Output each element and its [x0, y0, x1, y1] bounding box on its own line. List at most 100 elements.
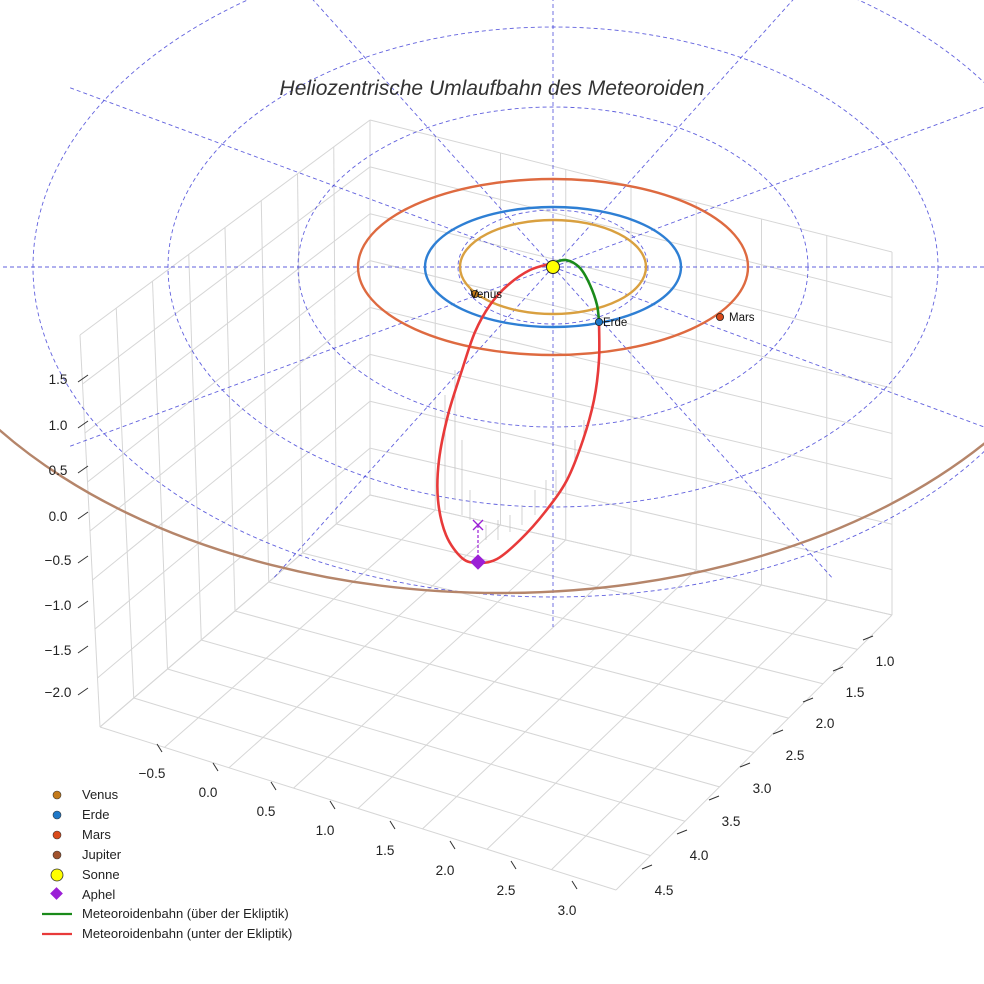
y-tick-mark — [708, 795, 720, 801]
x-tick-label: 1.5 — [376, 843, 395, 858]
z-tick-mark — [77, 374, 89, 383]
reference-spoke — [67, 86, 554, 268]
x-axis-ticks: −0.5 0.0 0.5 1.0 1.5 2.0 2.5 3.0 — [139, 743, 578, 918]
z-tick-mark — [77, 645, 89, 654]
floor-grid-line — [336, 523, 858, 650]
floor-grid-line — [422, 569, 697, 830]
y-axis-ticks: 1.0 1.5 2.0 2.5 3.0 3.5 4.0 4.5 — [641, 635, 895, 898]
x-tick-label: 3.0 — [558, 903, 577, 918]
axes-box-grid — [79, 119, 893, 891]
left-wall-grid-line — [89, 307, 371, 532]
z-tick-label: 1.5 — [49, 372, 68, 387]
venus-marker — [470, 289, 479, 298]
legend-label-aphel: Aphel — [82, 887, 115, 902]
x-tick-label: 2.0 — [436, 863, 455, 878]
floor-grid-line — [486, 584, 762, 850]
legend-swatch-mars — [52, 830, 62, 840]
y-tick-mark — [802, 697, 814, 703]
z-tick-label: −0.5 — [45, 553, 72, 568]
legend-swatch-venus — [52, 790, 62, 800]
z-tick-label: 0.0 — [49, 509, 68, 524]
meteoroid-orbit-below-ecliptic — [436, 261, 601, 565]
left-wall-grid-line — [79, 119, 371, 336]
mars-label: Mars — [729, 312, 755, 324]
legend-label-venus: Venus — [82, 787, 119, 802]
chart-title: Heliozentrische Umlaufbahn des Meteoroid… — [280, 77, 705, 100]
reference-spoke — [67, 266, 554, 448]
floor-grid-line — [302, 552, 824, 685]
orbit-venus — [458, 218, 648, 316]
earth-marker — [595, 317, 604, 326]
reference-spoke — [552, 266, 984, 428]
z-tick-label: 0.5 — [49, 463, 68, 478]
venus-label: Venus — [470, 289, 502, 301]
back-wall-grid-line — [369, 213, 893, 344]
y-tick-label: 1.0 — [876, 654, 895, 669]
y-tick-label: 1.5 — [846, 685, 865, 700]
y-tick-mark — [739, 762, 751, 768]
mars-marker — [716, 312, 725, 321]
z-tick-mark — [77, 555, 89, 564]
meteoroid-orbit — [436, 258, 601, 565]
orbit-droplines — [444, 370, 585, 540]
x-tick-mark — [329, 800, 336, 810]
left-wall-grid-line — [260, 200, 270, 583]
sun-marker — [546, 260, 560, 274]
left-wall-grid-line — [82, 166, 371, 385]
legend-swatch-aphel — [50, 887, 63, 900]
orbit-jupiter — [0, 428, 984, 595]
legend-label-sonne: Sonne — [82, 867, 120, 882]
legend: Venus Erde Mars Jupiter Sonne Aphel Mete… — [42, 787, 292, 941]
legend-label-jupiter: Jupiter — [82, 847, 122, 862]
z-tick-label: −1.0 — [45, 598, 72, 613]
reference-spoke — [552, 266, 834, 580]
floor-grid-line — [551, 599, 828, 870]
reference-spoke — [552, 106, 984, 268]
y-tick-label: 2.0 — [816, 716, 835, 731]
earth-label: Erde — [603, 317, 627, 329]
floor-grid-line — [615, 614, 893, 891]
y-tick-mark — [772, 729, 784, 735]
legend-swatch-jupiter — [52, 850, 62, 860]
y-tick-label: 4.5 — [655, 883, 674, 898]
reference-spoke — [272, 266, 554, 580]
planet-markers: Venus Erde Mars — [470, 260, 755, 329]
y-tick-label: 4.0 — [690, 848, 709, 863]
x-tick-label: 0.5 — [257, 804, 276, 819]
z-tick-mark — [77, 687, 89, 696]
reference-spoke — [312, 0, 554, 268]
x-tick-mark — [270, 781, 277, 791]
back-wall-grid-line — [369, 166, 893, 298]
y-tick-label: 2.5 — [786, 748, 805, 763]
orbit-mars — [356, 177, 750, 357]
x-tick-label: 0.0 — [199, 785, 218, 800]
x-tick-label: −0.5 — [139, 766, 166, 781]
x-tick-label: 1.0 — [316, 823, 335, 838]
back-wall-grid-line — [369, 260, 893, 389]
meteoroid-orbit-above-ecliptic — [551, 258, 601, 324]
y-tick-label: 3.5 — [722, 814, 741, 829]
x-tick-mark — [449, 840, 456, 850]
left-wall-grid-line — [84, 213, 371, 434]
floor-grid-line — [268, 581, 789, 719]
back-wall-grid-line — [369, 307, 893, 434]
y-tick-mark — [676, 829, 688, 835]
legend-label-mars: Mars — [82, 827, 111, 842]
x-tick-mark — [389, 820, 396, 830]
left-wall-grid-line — [333, 146, 337, 525]
z-tick-label: −2.0 — [45, 685, 72, 700]
legend-label-erde: Erde — [82, 807, 109, 822]
floor-grid-line — [357, 554, 632, 809]
legend-label-orbit-below: Meteoroidenbahn (unter der Ekliptik) — [82, 926, 292, 941]
legend-swatch-sonne — [50, 868, 64, 882]
y-tick-label: 3.0 — [753, 781, 772, 796]
planet-orbits — [0, 177, 984, 595]
left-wall-grid-line — [87, 260, 371, 483]
x-tick-mark — [510, 860, 517, 870]
y-tick-mark — [862, 635, 874, 641]
x-tick-mark — [212, 762, 219, 772]
y-tick-mark — [832, 666, 844, 672]
z-tick-mark — [77, 600, 89, 609]
y-tick-mark — [641, 864, 653, 870]
